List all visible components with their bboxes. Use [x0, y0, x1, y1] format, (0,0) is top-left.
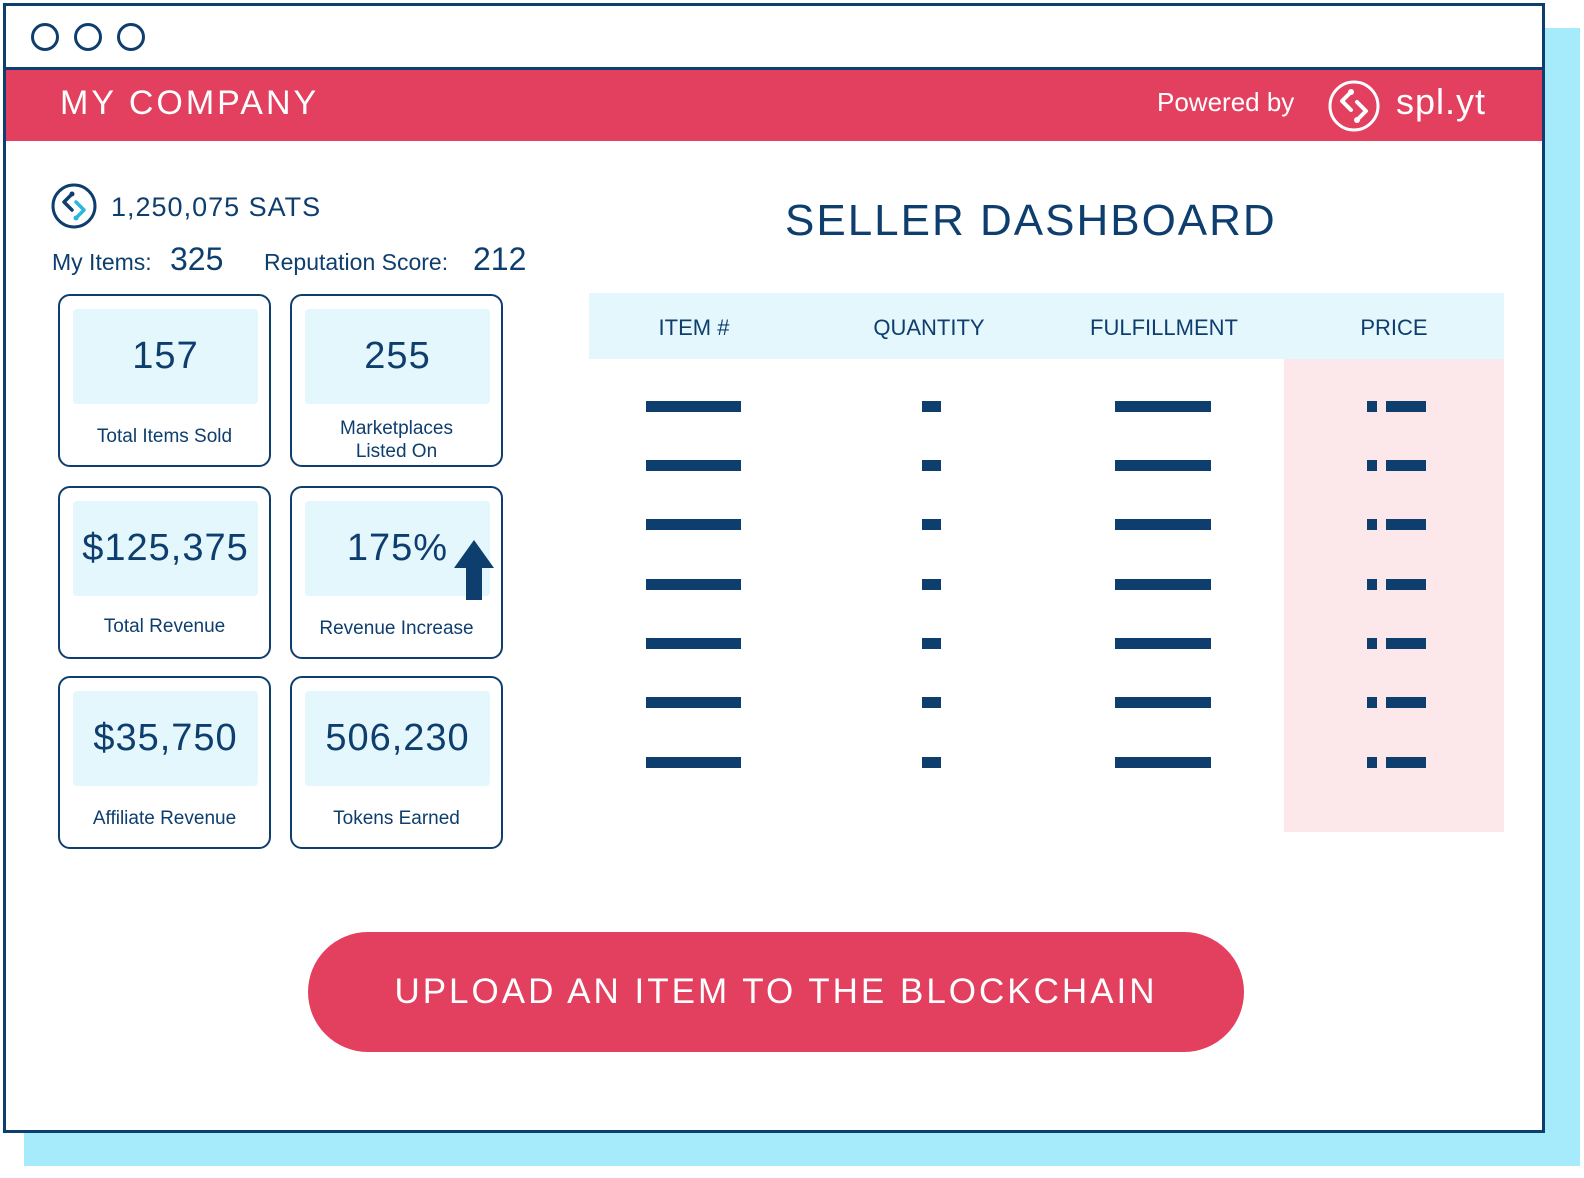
- quantity-placeholder-bar: [922, 757, 941, 768]
- window-button-minimize[interactable]: [74, 23, 102, 51]
- arrow-up-icon: [454, 540, 494, 600]
- card-value: $35,750: [73, 691, 258, 786]
- price-placeholder-dot: [1367, 519, 1377, 530]
- card-marketplaces-listed-on: 255 Marketplaces Listed On: [290, 294, 503, 467]
- item-placeholder-bar: [646, 579, 741, 590]
- card-tokens-earned: 506,230 Tokens Earned: [290, 676, 503, 849]
- card-value: 506,230: [305, 691, 490, 786]
- price-placeholder-bar: [1386, 757, 1426, 768]
- card-value: 255: [305, 309, 490, 404]
- price-placeholder-bar: [1386, 579, 1426, 590]
- fulfillment-placeholder-bar: [1115, 519, 1211, 530]
- my-items-label: My Items:: [52, 249, 152, 275]
- price-placeholder-bar: [1386, 519, 1426, 530]
- quantity-placeholder-bar: [922, 697, 941, 708]
- price-placeholder-bar: [1386, 697, 1426, 708]
- item-placeholder-bar: [646, 519, 741, 530]
- app-window: MY COMPANY Powered by spl.yt 1,250,075 S…: [3, 3, 1545, 1133]
- item-placeholder-bar: [646, 401, 741, 412]
- fulfillment-placeholder-bar: [1115, 757, 1211, 768]
- company-name: MY COMPANY: [60, 84, 320, 122]
- card-value: 175%: [305, 501, 490, 596]
- card-total-revenue: $125,375 Total Revenue: [58, 486, 271, 659]
- dashboard-title: SELLER DASHBOARD: [785, 196, 1277, 245]
- quantity-placeholder-bar: [922, 460, 941, 471]
- card-value: 157: [73, 309, 258, 404]
- card-value: $125,375: [73, 501, 258, 596]
- brand-name: spl.yt: [1396, 81, 1487, 122]
- my-items-value: 325: [170, 241, 224, 277]
- powered-by-label: Powered by: [1157, 87, 1295, 117]
- price-placeholder-dot: [1367, 697, 1377, 708]
- fulfillment-placeholder-bar: [1115, 460, 1211, 471]
- item-placeholder-bar: [646, 460, 741, 471]
- fulfillment-placeholder-bar: [1115, 638, 1211, 649]
- quantity-placeholder-bar: [922, 638, 941, 649]
- price-placeholder-dot: [1367, 579, 1377, 590]
- table-header: ITEM # QUANTITY FULFILLMENT PRICE: [589, 293, 1504, 359]
- column-header-price[interactable]: PRICE: [1360, 315, 1428, 340]
- item-placeholder-bar: [646, 757, 741, 768]
- card-label: Marketplaces Listed On: [340, 418, 453, 462]
- app-header: MY COMPANY Powered by spl.yt: [6, 70, 1542, 141]
- window-button-maximize[interactable]: [117, 23, 145, 51]
- item-placeholder-bar: [646, 638, 741, 649]
- fulfillment-placeholder-bar: [1115, 697, 1211, 708]
- sats-balance: 1,250,075 SATS: [111, 192, 322, 222]
- sats-token-icon: [51, 183, 97, 229]
- quantity-placeholder-bar: [922, 401, 941, 412]
- fulfillment-placeholder-bar: [1115, 401, 1211, 412]
- price-placeholder-dot: [1367, 757, 1377, 768]
- card-affiliate-revenue: $35,750 Affiliate Revenue: [58, 676, 271, 849]
- window-button-close[interactable]: [31, 23, 59, 51]
- column-header-quantity[interactable]: QUANTITY: [873, 315, 985, 340]
- price-column-highlight: [1284, 359, 1504, 832]
- card-label: Tokens Earned: [333, 808, 460, 829]
- quantity-placeholder-bar: [922, 579, 941, 590]
- title-bar: [6, 6, 1542, 70]
- column-header-item[interactable]: ITEM #: [658, 315, 730, 340]
- card-label: Revenue Increase: [319, 618, 474, 639]
- price-placeholder-bar: [1386, 460, 1426, 471]
- price-placeholder-dot: [1367, 460, 1377, 471]
- quantity-placeholder-bar: [922, 519, 941, 530]
- price-placeholder-bar: [1386, 401, 1426, 412]
- item-placeholder-bar: [646, 697, 741, 708]
- price-placeholder-dot: [1367, 638, 1377, 649]
- splyt-logo-icon: [1328, 80, 1380, 132]
- upload-item-button[interactable]: UPLOAD AN ITEM TO THE BLOCKCHAIN: [308, 932, 1244, 1052]
- card-label: Total Revenue: [103, 616, 226, 637]
- fulfillment-placeholder-bar: [1115, 579, 1211, 590]
- reputation-score-label: Reputation Score:: [264, 249, 449, 275]
- price-placeholder-bar: [1386, 638, 1426, 649]
- card-revenue-increase: 175% Revenue Increase: [290, 486, 503, 659]
- card-label: Total Items Sold: [96, 426, 233, 447]
- price-placeholder-dot: [1367, 401, 1377, 412]
- card-total-items-sold: 157 Total Items Sold: [58, 294, 271, 467]
- card-label: Affiliate Revenue: [92, 808, 237, 829]
- column-header-fulfillment[interactable]: FULFILLMENT: [1090, 315, 1238, 340]
- reputation-score-value: 212: [473, 241, 527, 277]
